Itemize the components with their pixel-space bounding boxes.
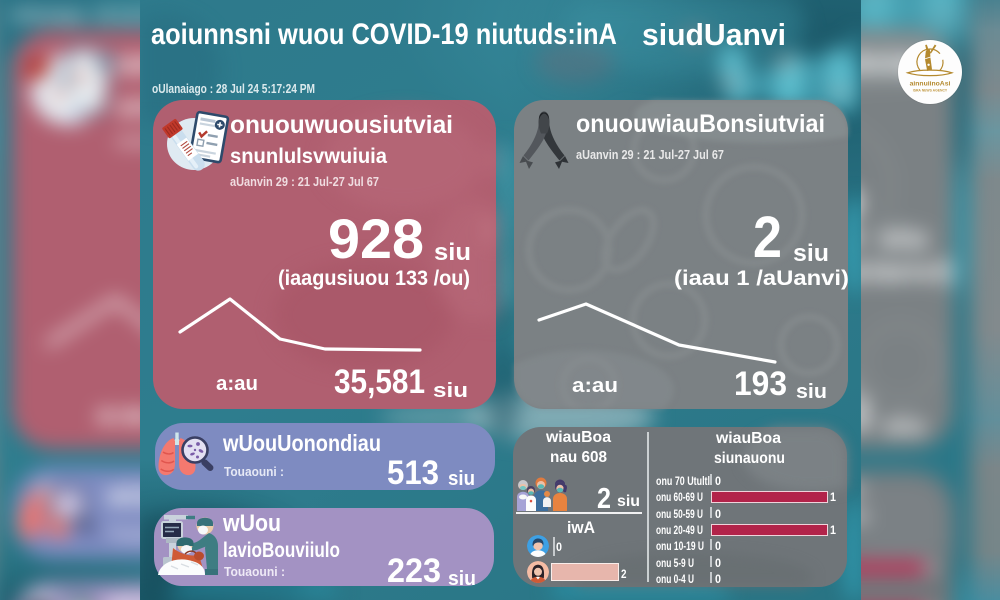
svg-text:ISRA NEWS AGENCY: ISRA NEWS AGENCY — [913, 89, 948, 93]
svg-text:ainnuiinoAsi: ainnuiinoAsi — [910, 81, 951, 88]
